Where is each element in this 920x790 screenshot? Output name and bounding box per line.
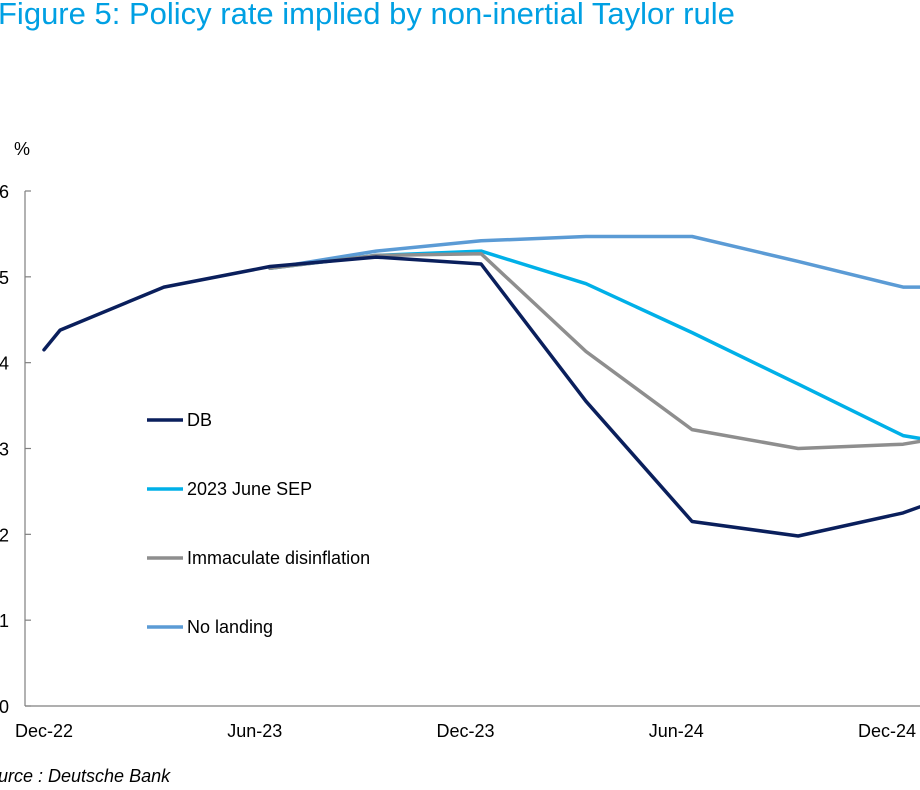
legend-label: Immaculate disinflation <box>187 548 370 568</box>
y-tick-label: 4 <box>0 354 9 374</box>
x-tick-label: Dec-23 <box>436 721 494 741</box>
legend-label: DB <box>187 410 212 430</box>
x-tick-label: Jun-23 <box>227 721 282 741</box>
y-tick-label: 6 <box>0 182 9 202</box>
series-line-no-landing <box>268 234 920 289</box>
y-axis-unit: % <box>14 139 30 159</box>
y-axis: 0 1 2 3 4 5 6% <box>0 139 31 717</box>
x-tick-label: Dec-22 <box>15 721 73 741</box>
legend: DB 2023 June SEP Immaculate disinflation No… <box>147 410 370 637</box>
series-line-immaculate-disinflation <box>268 251 920 451</box>
series-line-db <box>42 255 920 538</box>
y-tick-label: 0 <box>0 697 9 717</box>
y-tick-label: 1 <box>0 611 9 631</box>
source-note: ource : Deutsche Bank <box>0 766 171 786</box>
chart-title: Figure 5: Policy rate implied by non-ine… <box>0 0 735 31</box>
y-tick-label: 3 <box>0 440 9 460</box>
y-tick-label: 5 <box>0 268 9 288</box>
x-tick-label: Dec-24 <box>858 721 916 741</box>
x-axis: Dec-22 Jun-23 Dec-23 Jun-24 Dec-24 <box>15 705 920 741</box>
legend-label: 2023 June SEP <box>187 479 312 499</box>
series-layer <box>42 234 920 538</box>
legend-label: No landing <box>187 617 273 637</box>
y-tick-label: 2 <box>0 525 9 545</box>
x-tick-label: Jun-24 <box>649 721 704 741</box>
